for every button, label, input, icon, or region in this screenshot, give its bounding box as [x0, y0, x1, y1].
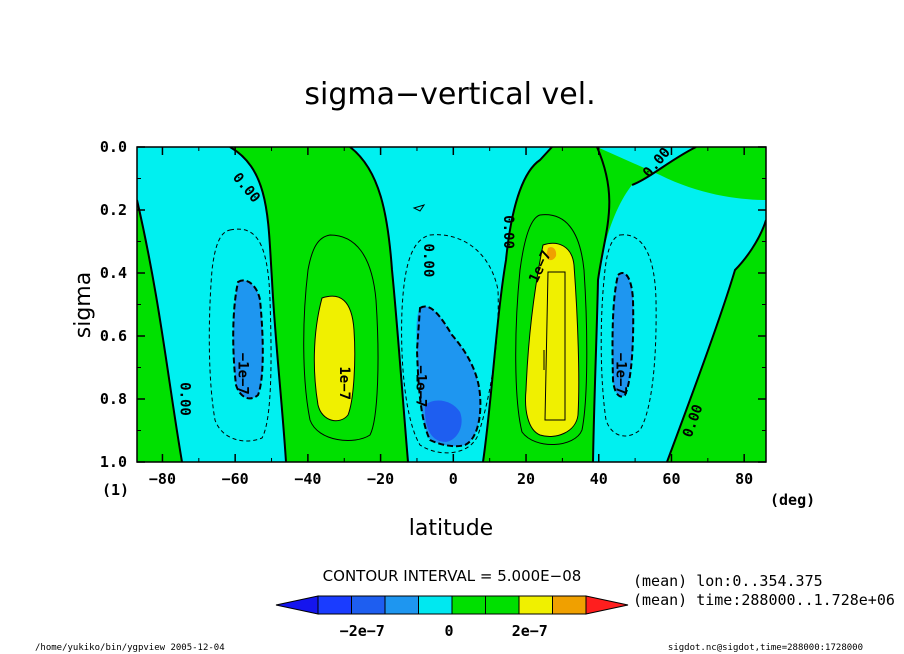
- colorbar-segment: [485, 595, 520, 615]
- region-orange-spot: [546, 247, 557, 261]
- neg-contour-south: [208, 228, 272, 442]
- x-axis-label: latitude: [409, 516, 493, 541]
- colorbar-segment: [518, 595, 553, 615]
- colorbar-segment: [451, 595, 486, 615]
- pos-contour-north: [515, 214, 588, 445]
- zero-contour-equator-left: [349, 147, 409, 462]
- pos-core-south-line: [313, 295, 356, 422]
- x-tick-label: −40: [294, 470, 321, 488]
- colorbar-tick-label: 0: [444, 622, 453, 640]
- pos-contour-south: [303, 234, 379, 441]
- zero-contour-south: [229, 147, 287, 462]
- neg-contour-north: [600, 234, 657, 437]
- annotation-time: (mean) time:288000..1.728e+06: [633, 591, 895, 609]
- x-unit-label: (deg): [770, 491, 815, 509]
- colorbar-segment: [552, 595, 587, 615]
- x-tick-label: 40: [590, 470, 608, 488]
- contour-label: −1e−7: [613, 353, 629, 395]
- x-tick-label: 80: [735, 470, 753, 488]
- pos-contour-north-inner: [544, 271, 566, 421]
- contour-label: −1e−7: [413, 365, 429, 407]
- chart-title: sigma−vertical vel.: [304, 77, 595, 112]
- colorbar-tick-label: 2e−7: [512, 622, 548, 640]
- region-core-equator-deep: [424, 400, 462, 442]
- colorbar-tick-label: −2e−7: [340, 622, 385, 640]
- region-negative-north: [593, 147, 766, 462]
- contour-label: 1e−7: [336, 366, 352, 400]
- region-core-north: [612, 272, 634, 397]
- zero-contour-south-edge: [137, 199, 183, 462]
- x-tick-label: −60: [222, 470, 249, 488]
- pos-core-north-line: [525, 242, 580, 437]
- x-axis: −80 −60 −40 −20 0 20 40 60 80: [149, 147, 753, 488]
- contour-label: 0.00: [176, 382, 192, 416]
- contour-label: 0.00: [500, 215, 516, 249]
- y-axis: 0.0 0.2 0.4 0.6 0.8 1.0: [100, 138, 766, 471]
- region-positive-south: [314, 296, 355, 421]
- neg-contour-equator: [401, 234, 499, 454]
- contour-interval-label: CONTOUR INTERVAL = 5.000E−08: [323, 567, 582, 585]
- colorbar-segment: [317, 595, 352, 615]
- zero-contour-equator-right: [482, 147, 553, 462]
- x-tick-label: 20: [517, 470, 535, 488]
- contour-field: [137, 147, 766, 462]
- colorbar-segment: [351, 595, 386, 615]
- x-tick-label: 0: [449, 470, 458, 488]
- colorbar-segment: [384, 595, 419, 615]
- colorbar: −2e−7 0 2e−7: [275, 595, 629, 640]
- annotation-lon: (mean) lon:0..354.375: [633, 572, 823, 590]
- contour-label: −1e−7: [234, 353, 250, 395]
- neg-core-south-line: [232, 279, 264, 400]
- zero-contours: [137, 147, 766, 462]
- contour-marker-top: [412, 204, 426, 212]
- colorbar-over-arrow: [585, 595, 629, 615]
- positive-contours: [303, 204, 588, 445]
- footer-left: /home/yukiko/bin/ygpview 2005-12-04: [35, 643, 225, 653]
- y-tick-label: 0.6: [100, 327, 127, 345]
- region-negative-equator: [350, 147, 552, 462]
- footer-right: sigdot.nc@sigdot,time=288000:1728000: [668, 643, 863, 653]
- x-tick-label: 60: [662, 470, 680, 488]
- y-tick-label: 1.0: [100, 453, 127, 471]
- y-tick-label: 0.4: [100, 264, 127, 282]
- x-tick-label: −80: [149, 470, 176, 488]
- y-tick-label: 0.0: [100, 138, 127, 156]
- contour-label: 0.00: [420, 244, 436, 278]
- x-tick-label: −20: [367, 470, 394, 488]
- y-tick-label: 0.8: [100, 390, 127, 408]
- negative-contours: [208, 228, 657, 454]
- y-axis-label: sigma: [71, 272, 96, 338]
- y-axis-note: (1): [102, 481, 129, 499]
- neg-core-north-line: [611, 272, 635, 398]
- zero-contour-north-right: [631, 147, 766, 462]
- colorbar-under-arrow: [275, 595, 319, 615]
- y-tick-label: 0.2: [100, 201, 127, 219]
- neg-core-equator-line: [415, 305, 482, 448]
- region-core-south: [233, 280, 263, 399]
- colorbar-segment: [418, 595, 453, 615]
- zero-contour-north-left: [592, 147, 611, 462]
